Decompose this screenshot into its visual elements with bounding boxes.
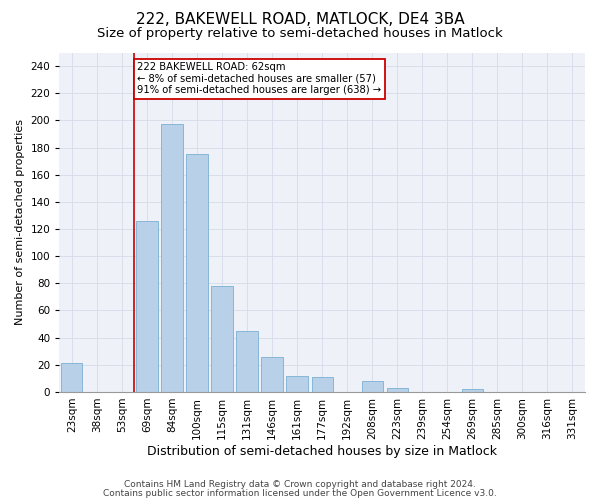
Bar (286, 376, 308, 392)
Bar (136, 221, 158, 392)
Bar (211, 286, 233, 392)
Text: Size of property relative to semi-detached houses in Matlock: Size of property relative to semi-detach… (97, 28, 503, 40)
Text: Contains HM Land Registry data © Crown copyright and database right 2024.: Contains HM Land Registry data © Crown c… (124, 480, 476, 489)
Bar (236, 331, 258, 392)
Bar (311, 377, 333, 392)
Bar (161, 124, 182, 392)
Bar (61, 364, 82, 392)
Text: 222 BAKEWELL ROAD: 62sqm
← 8% of semi-detached houses are smaller (57)
91% of se: 222 BAKEWELL ROAD: 62sqm ← 8% of semi-de… (137, 62, 382, 95)
Bar (187, 154, 208, 392)
X-axis label: Distribution of semi-detached houses by size in Matlock: Distribution of semi-detached houses by … (147, 444, 497, 458)
Bar (462, 389, 483, 392)
Y-axis label: Number of semi-detached properties: Number of semi-detached properties (15, 119, 25, 325)
Bar (262, 356, 283, 392)
Text: Contains public sector information licensed under the Open Government Licence v3: Contains public sector information licen… (103, 488, 497, 498)
Bar (362, 381, 383, 392)
Text: 222, BAKEWELL ROAD, MATLOCK, DE4 3BA: 222, BAKEWELL ROAD, MATLOCK, DE4 3BA (136, 12, 464, 28)
Bar (386, 388, 408, 392)
